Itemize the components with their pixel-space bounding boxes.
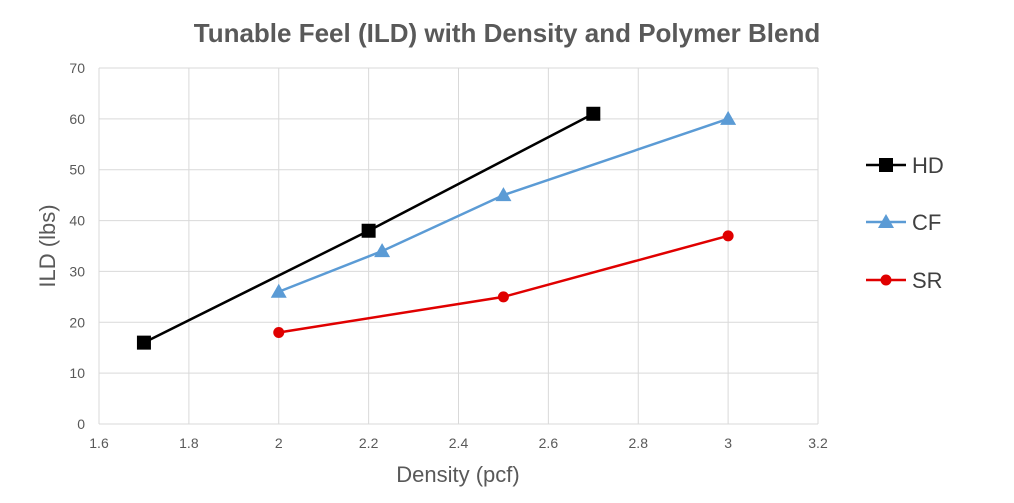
data-point-cf: [720, 110, 737, 125]
y-tick-label: 10: [69, 365, 85, 381]
legend-item-hd: HD: [866, 153, 944, 178]
x-tick-label: 3: [724, 435, 732, 451]
x-tick-label: 1.8: [179, 435, 199, 451]
series-hd: [136, 106, 601, 350]
legend: HD CF SR: [866, 153, 944, 293]
y-tick-label: 60: [69, 111, 85, 127]
x-tick-label: 2.2: [359, 435, 379, 451]
data-point-sr: [497, 291, 509, 303]
x-tick-labels: 1.6 1.8 2 2.2 2.4 2.6 2.8 3 3.2: [89, 435, 828, 451]
x-tick-label: 3.2: [808, 435, 828, 451]
legend-label-cf: CF: [912, 210, 941, 235]
x-tick-label: 2.4: [449, 435, 469, 451]
y-tick-label: 40: [69, 213, 85, 229]
legend-marker-sr: [880, 274, 892, 286]
data-point-cf: [270, 283, 287, 298]
x-tick-label: 2.6: [539, 435, 559, 451]
series-line-cf: [278, 117, 729, 293]
data-point-sr: [722, 230, 734, 242]
grid: [98, 67, 819, 425]
data-point-cf: [495, 187, 512, 202]
series-line-sr: [278, 234, 729, 334]
y-tick-label: 70: [69, 60, 85, 76]
data-point-cf: [374, 243, 391, 258]
y-tick-label: 0: [77, 416, 85, 432]
series-layer: [136, 106, 737, 350]
legend-item-sr: SR: [866, 268, 943, 293]
legend-marker-cf: [878, 214, 894, 228]
x-tick-label: 2.8: [629, 435, 649, 451]
y-axis-title: ILD (lbs): [35, 204, 60, 287]
series-cf: [270, 110, 737, 298]
y-tick-label: 30: [69, 263, 85, 279]
y-tick-label: 50: [69, 162, 85, 178]
data-point-sr: [273, 326, 285, 338]
legend-label-sr: SR: [912, 268, 943, 293]
series-sr: [273, 230, 734, 338]
data-point-hd: [136, 335, 151, 350]
x-axis-title: Density (pcf): [396, 462, 519, 487]
data-point-hd: [586, 106, 601, 121]
chart-title: Tunable Feel (ILD) with Density and Poly…: [194, 18, 821, 48]
x-tick-label: 2: [275, 435, 283, 451]
data-point-hd: [361, 223, 376, 238]
y-tick-labels: 0 10 20 30 40 50 60 70: [69, 60, 85, 432]
x-tick-label: 1.6: [89, 435, 109, 451]
legend-item-cf: CF: [866, 210, 941, 235]
legend-marker-hd: [879, 158, 893, 172]
legend-label-hd: HD: [912, 153, 944, 178]
y-tick-label: 20: [69, 314, 85, 330]
